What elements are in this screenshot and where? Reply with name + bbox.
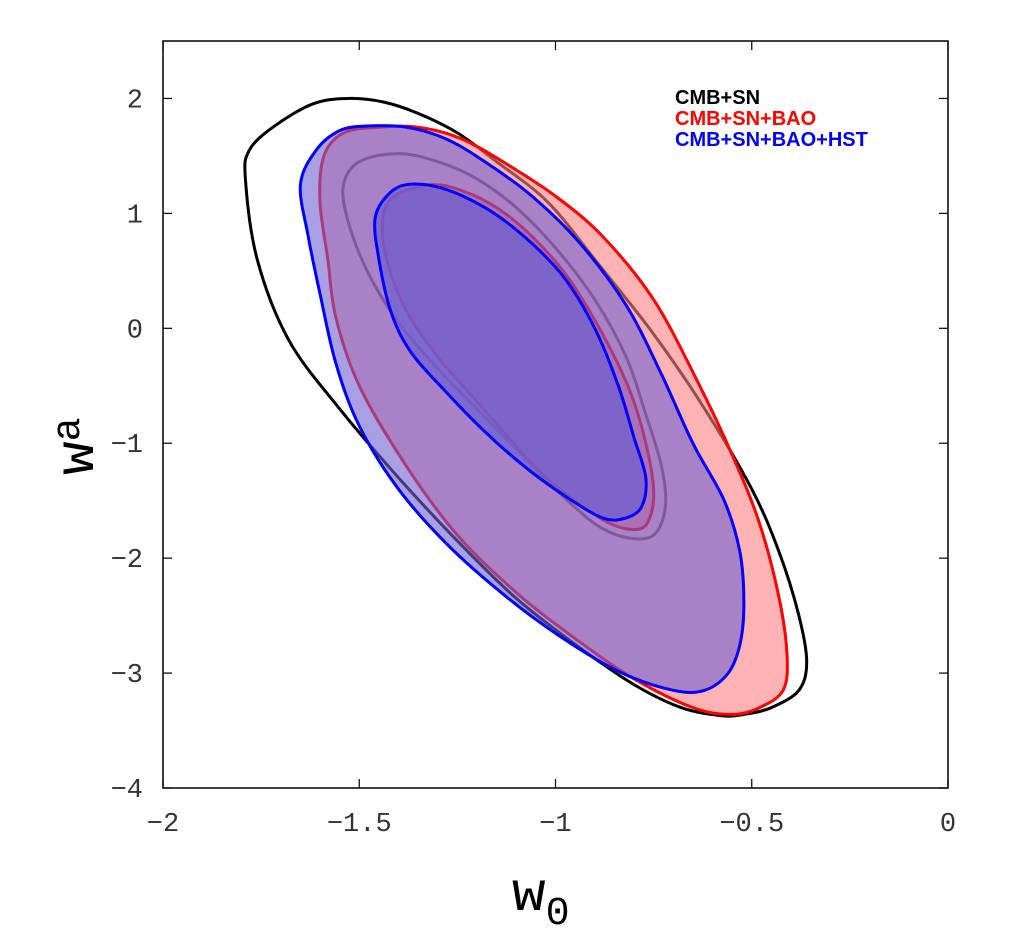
y-tick-label: −2 — [111, 546, 143, 576]
y-axis-label: wa — [46, 417, 110, 475]
y-tick-label: −3 — [111, 661, 143, 691]
tick-layer: −2 −1.5 −1 −0.5 0 −4 −3 −2 −1 0 1 2 — [111, 41, 956, 840]
y-tick-label: −1 — [111, 431, 143, 461]
x-tick-label: −0.5 — [719, 810, 784, 840]
y-tick-label: 1 — [127, 201, 143, 231]
y-tick-label: 0 — [127, 316, 143, 346]
legend-entry: CMB+SN+BAO+HST — [675, 129, 868, 151]
x-tick-label: −2 — [147, 810, 179, 840]
legend-entry: CMB+SN — [675, 87, 760, 109]
y-tick-label: 2 — [127, 86, 143, 116]
contour-cmb-sn-bao-hst-68 — [373, 182, 648, 522]
x-tick-label: −1 — [539, 810, 571, 840]
x-tick-label: 0 — [940, 810, 956, 840]
contour-layer — [243, 96, 809, 718]
x-tick-label: −1.5 — [327, 810, 392, 840]
y-tick-label: −4 — [111, 776, 143, 806]
legend-entry: CMB+SN+BAO — [675, 108, 816, 130]
x-axis-label: w0 — [512, 863, 570, 937]
